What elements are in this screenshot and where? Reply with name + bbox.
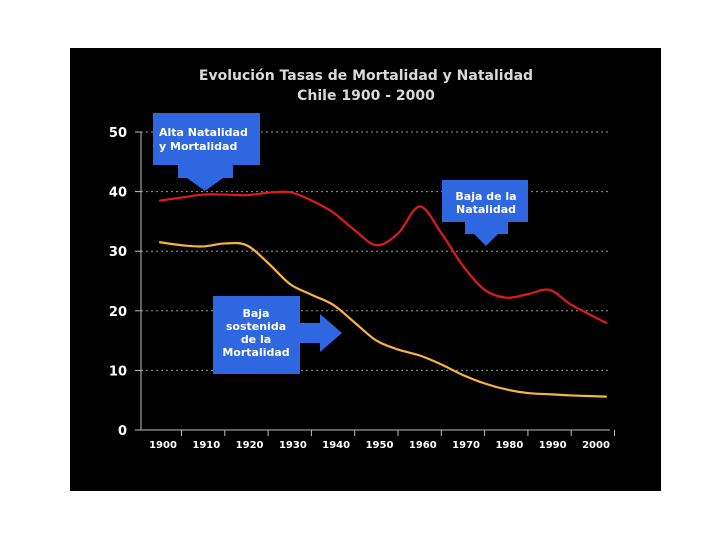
series-line-mortalidad [158,241,608,398]
callout-text-line: y Mortalidad [159,140,237,153]
x-tick-label: 1980 [495,440,523,451]
x-axis-ticks: 1900 1910 1920 1930 1940 1950 1960 1970 1980 1990… [149,430,615,451]
callout-arrow-down [178,165,233,191]
x-tick-label: 1960 [409,440,437,451]
callout-text-line: Baja [242,307,269,320]
series-line-natalidad [158,190,608,324]
y-axis-ticks: 0 10 20 30 40 50 [109,126,141,439]
x-tick-label: 1940 [322,440,350,451]
chart-subtitle: Chile 1900 - 2000 [297,88,435,104]
callout-text-line: sostenida [226,320,286,333]
callout-text-line: Natalidad [456,203,516,216]
gridlines [141,131,610,371]
callout-arrow-down [465,222,508,246]
callout-arrow-right [300,314,342,352]
x-tick-label: 1920 [236,440,264,451]
x-tick-label: 1930 [279,440,307,451]
y-tick-label: 50 [109,126,127,141]
x-tick-label: 1910 [192,440,220,451]
x-tick-label: 1990 [539,440,567,451]
callout-box [442,180,528,222]
y-tick-label: 30 [109,245,127,260]
x-tick-label: 1970 [452,440,480,451]
y-tick-label: 20 [109,305,127,320]
chart-title: Evolución Tasas de Mortalidad y Natalida… [199,68,533,84]
callout-text-line: Baja de la [455,190,516,203]
callout-box [153,113,260,165]
y-tick-label: 0 [118,424,127,439]
callout-box [213,296,300,374]
x-tick-label: 1950 [366,440,394,451]
callout-text-line: de la [241,333,271,346]
axes [140,132,610,431]
series-lines [158,190,608,398]
callout-text-line: Alta Natalidad [159,126,248,139]
y-tick-label: 40 [109,186,127,201]
x-tick-label: 1900 [149,440,177,451]
y-tick-label: 10 [109,364,127,379]
x-tick-label: 2000 [582,440,610,451]
callout-text-line: Mortalidad [222,346,289,359]
